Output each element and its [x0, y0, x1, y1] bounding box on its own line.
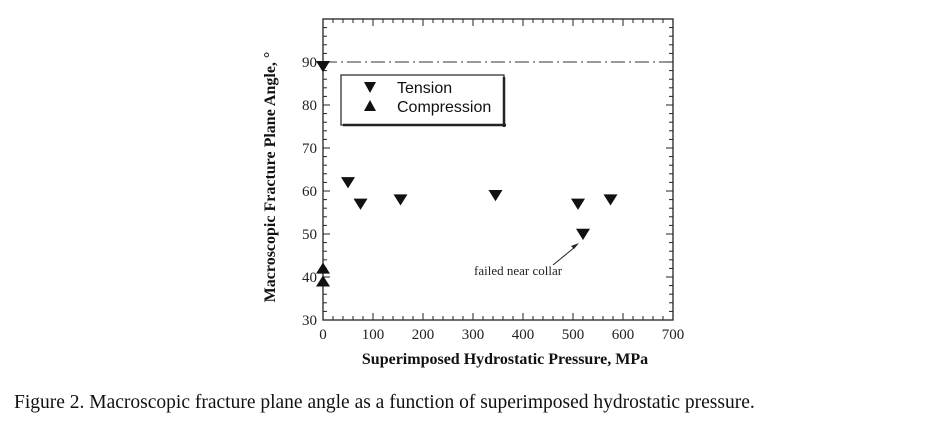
x-tick-label: 200: [412, 327, 435, 343]
tension-data-point: [603, 194, 618, 206]
x-tick-label: 100: [362, 327, 385, 343]
y-tick-label: 50: [302, 227, 317, 243]
tension-data-point: [571, 198, 585, 210]
tension-data-point: [341, 177, 355, 189]
legend-compression-label: Compression: [397, 99, 491, 116]
annotation-arrowhead-icon: [571, 243, 579, 249]
legend-tension-label: Tension: [397, 80, 452, 97]
compression-data-point: [316, 262, 330, 274]
figure-caption: Figure 2. Macroscopic fracture plane ang…: [14, 392, 755, 413]
y-tick-label: 70: [302, 141, 317, 157]
annotation-arrow: [552, 246, 576, 266]
legend: Tension Compression: [340, 74, 506, 127]
y-tick-label: 60: [302, 184, 317, 200]
tension-data-point: [576, 228, 590, 240]
x-tick-label: 0: [319, 327, 327, 343]
tension-data-point: [316, 61, 330, 73]
tension-data-point: [393, 194, 408, 206]
annotation: failed near collar: [474, 243, 579, 278]
y-tick-label: 80: [302, 98, 317, 114]
legend-tension-marker-icon: [364, 82, 376, 93]
y-tick-label: 90: [302, 55, 317, 71]
tension-data-point: [353, 198, 368, 210]
tension-data-point: [488, 190, 503, 202]
x-tick-label: 700: [662, 327, 685, 343]
y-tick-label: 40: [302, 270, 317, 286]
y-axis-title: Macroscopic Fracture Plane Angle, °: [262, 52, 279, 303]
y-tick-label: 30: [302, 313, 317, 329]
annotation-label: failed near collar: [474, 263, 563, 278]
legend-compression-marker-icon: [364, 100, 376, 111]
plot-frame: [322, 18, 674, 321]
x-tick-label: 600: [612, 327, 635, 343]
x-axis-title: Superimposed Hydrostatic Pressure, MPa: [362, 351, 648, 368]
compression-data-point: [316, 275, 330, 287]
x-tick-label: 400: [512, 327, 535, 343]
x-tick-label: 300: [462, 327, 485, 343]
x-tick-label: 500: [562, 327, 585, 343]
